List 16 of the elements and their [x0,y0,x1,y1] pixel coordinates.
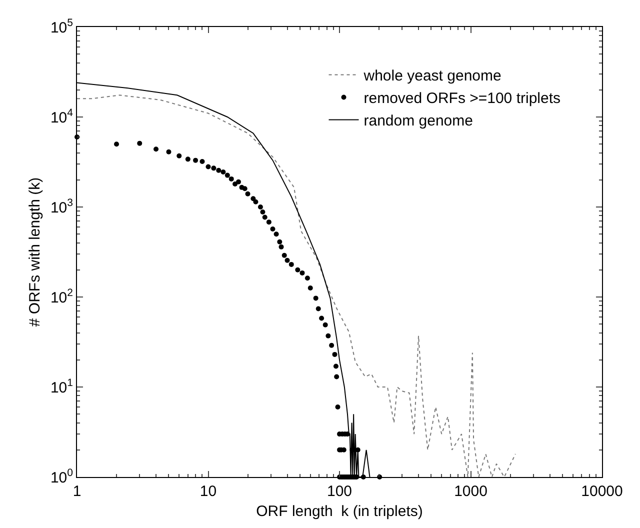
x-tick-label: 10000 [581,483,623,500]
y-tick-label: 10$^{1}$ [50,376,74,396]
x-tick-label: 1 [72,483,82,500]
x-tick-label: 1000 [454,483,488,500]
y-tick-label: 10$^{2}$ [50,286,74,306]
y-tick-label: 10$^{3}$ [50,196,74,216]
legend-label: removed ORFs >=100 triplets [364,90,561,108]
x-tick-label: 10 [200,483,217,500]
legend-label: random genome [364,112,473,130]
y-axis-title: # ORFs with length (k) [26,177,44,327]
x-tick-label: 100 [326,483,352,500]
y-tick-label: 10$^{4}$ [50,106,74,126]
y-tick-label: 10$^{5}$ [50,16,74,36]
y-tick-label: 10$^{0}$ [50,466,74,486]
legend-label: whole yeast genome [362,68,502,85]
x-axis-title: ORF length k (in triplets) [256,503,423,520]
